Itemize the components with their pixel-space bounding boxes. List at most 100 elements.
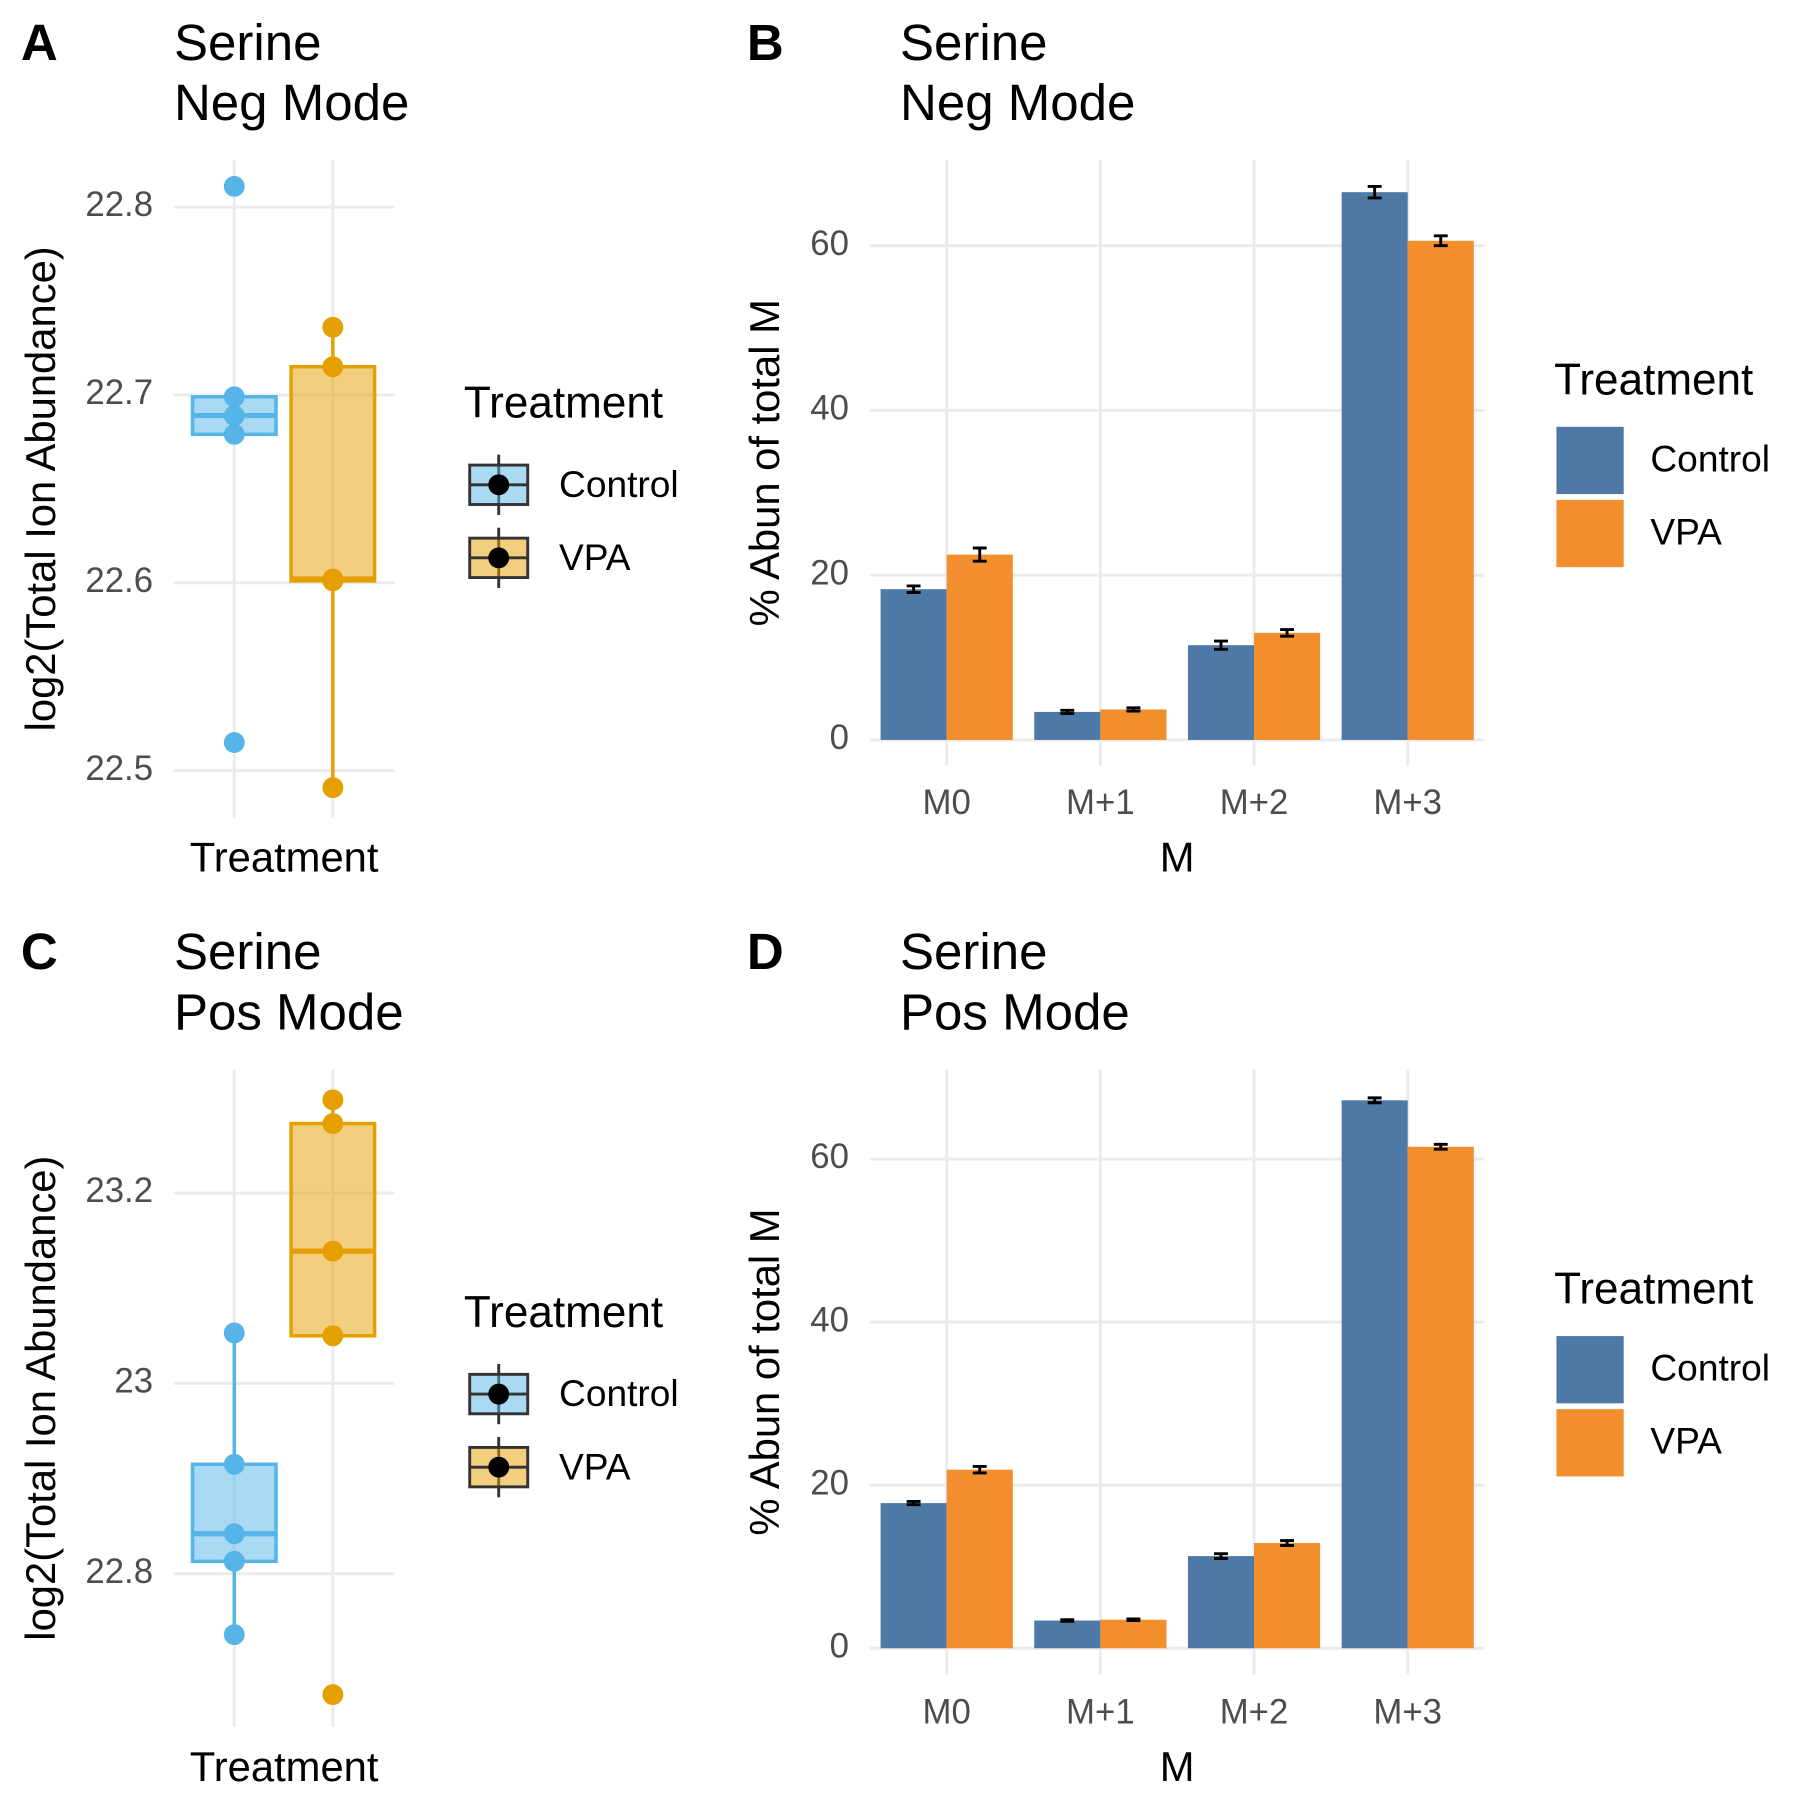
y-tick-label: 20 [810, 554, 849, 592]
data-point [223, 732, 245, 753]
box [289, 1121, 377, 1338]
bar [880, 1503, 947, 1649]
data-point [223, 1322, 245, 1344]
y-tick-label: 23 [114, 1363, 153, 1401]
y-tick-label: 22.6 [85, 562, 153, 600]
legend-label: Control [1650, 1347, 1770, 1389]
y-tick-label: 20 [810, 1464, 849, 1502]
legend-key-point [488, 474, 510, 496]
data-point [322, 570, 344, 592]
error-bar [972, 546, 987, 563]
x-tick-label: M+1 [1066, 784, 1135, 822]
legend-label: VPA [559, 536, 631, 578]
error-bar [1060, 1618, 1075, 1623]
legend-key-point [488, 1456, 510, 1478]
data-point [322, 1113, 344, 1135]
data-point [322, 356, 344, 378]
data-point [223, 405, 245, 427]
box [289, 364, 377, 583]
data-point [322, 1089, 344, 1111]
bar [1407, 240, 1474, 740]
chart-title: Serine [174, 14, 321, 71]
y-tick-label: 40 [810, 390, 849, 428]
chart-title: Serine [900, 14, 1047, 71]
legend-label: Control [1650, 437, 1770, 479]
panel-tag: D [747, 923, 784, 980]
y-axis-title: % Abun of total M [741, 299, 788, 626]
x-axis-title: Treatment [190, 834, 379, 881]
y-axis-title: % Abun of total M [741, 1208, 788, 1535]
y-axis-title: log2(Total Ion Abundance) [17, 1156, 64, 1641]
bar [946, 1469, 1013, 1649]
bar [1100, 1619, 1167, 1649]
data-point [322, 1240, 344, 1262]
chart-title: Serine [174, 923, 321, 980]
bar [1341, 1100, 1408, 1649]
legend-title: Treatment [464, 379, 663, 428]
y-tick-label: 60 [810, 1138, 849, 1176]
y-tick-label: 0 [830, 719, 849, 757]
legend-key [1556, 1409, 1624, 1477]
chart-title: Neg Mode [900, 74, 1135, 131]
x-axis-title: M [1160, 834, 1195, 881]
legend-title: Treatment [464, 1288, 663, 1337]
chart-title: Serine [900, 923, 1047, 980]
data-point [223, 1550, 245, 1572]
y-tick-label: 22.7 [85, 374, 153, 412]
bar [946, 554, 1013, 740]
data-point [322, 1684, 344, 1706]
error-bar [1060, 708, 1075, 716]
panel-tag: B [747, 14, 784, 71]
bar [1187, 1556, 1255, 1649]
legend-label: VPA [1650, 510, 1722, 552]
y-tick-label: 60 [810, 225, 849, 263]
legend-title: Treatment [1554, 355, 1753, 404]
bar [1254, 632, 1321, 740]
bar [1187, 645, 1255, 740]
error-bar [972, 1464, 987, 1475]
legend-label: Control [559, 463, 679, 505]
data-point [223, 1523, 245, 1545]
error-bar [1126, 706, 1141, 713]
legend-label: Control [559, 1372, 679, 1414]
chart-title: Pos Mode [900, 983, 1130, 1040]
data-point [223, 1624, 245, 1646]
y-tick-label: 22.5 [85, 750, 153, 788]
data-point [223, 175, 245, 197]
legend-title: Treatment [1554, 1265, 1753, 1314]
bar [1100, 709, 1167, 740]
bar [1034, 711, 1101, 740]
error-bar [906, 584, 921, 594]
legend-key [1556, 1336, 1624, 1404]
error-bar [1433, 1142, 1448, 1151]
box [190, 1462, 278, 1564]
data-point [223, 423, 245, 445]
chart-title: Neg Mode [174, 74, 409, 131]
bar [1407, 1146, 1474, 1649]
y-axis-title: log2(Total Ion Abundance) [17, 246, 64, 731]
y-tick-label: 23.2 [85, 1172, 153, 1210]
legend-label: VPA [1650, 1420, 1722, 1462]
data-point [223, 386, 245, 408]
error-bar [1126, 1617, 1141, 1622]
x-tick-label: M+2 [1220, 784, 1289, 822]
chart-title: Pos Mode [174, 983, 404, 1040]
bar [880, 589, 947, 740]
legend-label: VPA [559, 1445, 631, 1487]
x-tick-label: M+3 [1373, 1693, 1442, 1731]
x-tick-label: M+3 [1373, 784, 1442, 822]
error-bar [1214, 639, 1228, 651]
data-point [322, 316, 344, 338]
legend-key [1556, 499, 1624, 568]
data-point [322, 777, 344, 799]
x-tick-label: M0 [923, 784, 971, 822]
x-axis-title: Treatment [190, 1743, 379, 1790]
error-bar [906, 1500, 921, 1507]
error-bar [1280, 1539, 1295, 1547]
error-bar [1433, 234, 1448, 248]
bar [1034, 1620, 1101, 1649]
y-tick-label: 22.8 [85, 186, 153, 224]
error-bar [1280, 628, 1295, 638]
